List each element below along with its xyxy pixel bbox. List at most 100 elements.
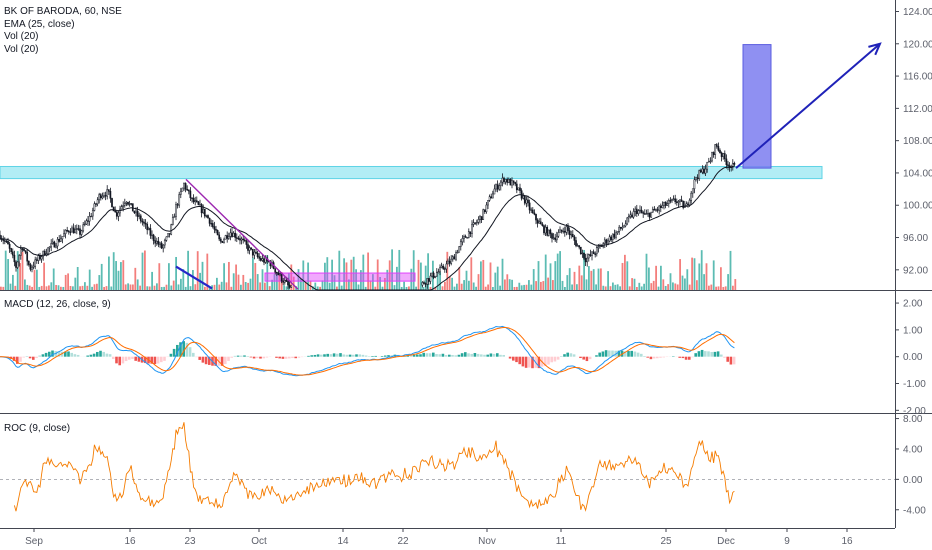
volume-bar bbox=[422, 286, 425, 290]
candle-body bbox=[250, 247, 253, 250]
candle-body bbox=[183, 183, 185, 189]
volume-bar bbox=[487, 284, 489, 290]
candle-body bbox=[35, 259, 38, 261]
candle-body bbox=[151, 234, 153, 237]
candle-body bbox=[672, 198, 675, 200]
price-axes[interactable]: 124.00120.00116.00112.00108.00104.00100.… bbox=[25, 7, 932, 547]
volume-bar bbox=[72, 286, 74, 290]
roc-title[interactable]: ROC (9, close) bbox=[4, 423, 71, 434]
volume-bar bbox=[506, 274, 509, 290]
candle-body bbox=[563, 230, 566, 233]
candle-body bbox=[423, 282, 425, 284]
volume-bar bbox=[110, 286, 113, 290]
macd-title[interactable]: MACD (12, 26, close, 9) bbox=[4, 299, 111, 310]
volume-bar bbox=[592, 269, 595, 290]
ema-legend[interactable]: EMA (25, close) bbox=[4, 18, 75, 30]
candle-body bbox=[571, 234, 574, 238]
macd-histogram-bar bbox=[492, 353, 496, 357]
candle-body bbox=[608, 236, 611, 242]
candle-body bbox=[635, 208, 638, 214]
macd-histogram-bar bbox=[678, 356, 681, 358]
candle-body bbox=[675, 201, 678, 203]
candle-body bbox=[727, 164, 729, 166]
volume-bar bbox=[698, 263, 701, 290]
macd-histogram-bar bbox=[204, 356, 208, 365]
candle-body bbox=[461, 238, 464, 243]
candle-body bbox=[107, 189, 110, 192]
chart-annotations[interactable] bbox=[0, 44, 823, 282]
volume-bar bbox=[628, 286, 631, 290]
candle-body bbox=[224, 235, 227, 240]
candle-body bbox=[437, 271, 440, 274]
volume-bar bbox=[535, 281, 537, 290]
macd-histogram-bar bbox=[726, 356, 729, 362]
candle-body bbox=[674, 198, 677, 203]
macd-histogram-bar bbox=[320, 354, 323, 357]
volume-bar bbox=[304, 281, 307, 290]
volume-bar bbox=[566, 275, 569, 290]
drawing-tools[interactable] bbox=[175, 42, 882, 290]
volume-bar bbox=[201, 261, 204, 290]
volume-bar bbox=[492, 287, 494, 290]
candle-body bbox=[531, 209, 534, 214]
volume-legend-1[interactable]: Vol (20) bbox=[4, 31, 39, 42]
volume-bar bbox=[172, 280, 175, 290]
macd-histogram-bar bbox=[425, 353, 429, 357]
volume-bar bbox=[600, 268, 602, 290]
volume-bar bbox=[40, 285, 43, 290]
macd-histogram-bar bbox=[713, 351, 717, 357]
macd-histogram-bar bbox=[76, 354, 80, 357]
macd-histogram-bar bbox=[38, 355, 41, 357]
macd-histogram-bar bbox=[438, 354, 441, 357]
candle-body bbox=[167, 233, 169, 238]
candle-body bbox=[583, 252, 585, 259]
volume-bar bbox=[175, 256, 177, 290]
macd-histogram-bar bbox=[336, 353, 339, 357]
candle-body bbox=[511, 180, 513, 186]
volume-bar bbox=[91, 286, 93, 290]
candle-body bbox=[714, 144, 717, 155]
candle-body bbox=[586, 257, 589, 263]
macd-histogram-bar bbox=[160, 356, 163, 363]
volume-bar bbox=[523, 284, 525, 290]
volume-bar bbox=[7, 259, 9, 290]
candle-body bbox=[239, 238, 241, 241]
volume-bar bbox=[408, 286, 410, 290]
chart-title[interactable]: BK OF BARODA, 60, NSE bbox=[4, 6, 122, 17]
macd-histogram-bar bbox=[720, 354, 723, 357]
candle-body bbox=[491, 193, 494, 199]
candle-body bbox=[32, 265, 35, 268]
macd-tick-label: -2.00 bbox=[903, 406, 926, 417]
price-tick-label: 116.00 bbox=[903, 72, 932, 83]
volume-bar bbox=[633, 278, 636, 290]
macd-line bbox=[0, 325, 735, 377]
candle-body bbox=[451, 256, 454, 260]
volume-bar bbox=[28, 285, 31, 290]
candle-body bbox=[99, 194, 102, 199]
candle-body bbox=[456, 251, 459, 254]
macd-histogram-bar bbox=[502, 354, 505, 357]
candle-body bbox=[679, 199, 681, 202]
candle-body bbox=[48, 246, 51, 249]
volume-bar bbox=[38, 286, 41, 290]
candle-body bbox=[715, 144, 718, 147]
macd-histogram-bar bbox=[310, 355, 313, 357]
macd-histogram-bar bbox=[691, 356, 694, 358]
macd-histogram-bar bbox=[345, 354, 349, 357]
macd-histogram-bar bbox=[547, 356, 550, 365]
candle-body bbox=[448, 260, 451, 264]
volume-legend-2[interactable]: Vol (20) bbox=[4, 43, 39, 55]
candle-body bbox=[554, 237, 557, 241]
candle-body bbox=[701, 168, 704, 173]
volume-bar bbox=[660, 265, 662, 290]
macd-histogram-bar bbox=[448, 354, 451, 357]
macd-legend: MACD (12, 26, close, 9) bbox=[4, 299, 111, 312]
volume-bar bbox=[62, 286, 65, 290]
macd-histogram-bar bbox=[384, 355, 387, 357]
volume-bar bbox=[240, 284, 242, 290]
volume-bar bbox=[333, 275, 336, 290]
trendline-purple bbox=[185, 178, 299, 290]
candle-body bbox=[685, 203, 688, 206]
macd-histogram-bar bbox=[732, 356, 736, 365]
